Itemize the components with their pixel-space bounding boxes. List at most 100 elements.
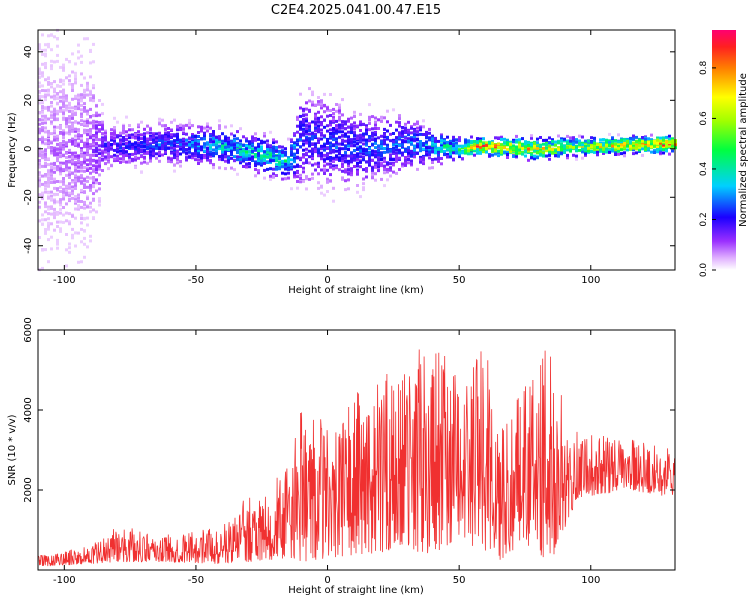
heatmap-cell bbox=[161, 124, 164, 128]
heatmap-cell bbox=[416, 151, 419, 155]
heatmap-cell bbox=[77, 95, 80, 99]
heatmap-cell bbox=[173, 118, 176, 122]
heatmap-cell bbox=[347, 125, 350, 129]
heatmap-cell bbox=[353, 124, 356, 128]
heatmap-cell bbox=[329, 156, 332, 159]
heatmap-cell bbox=[335, 166, 338, 170]
heatmap-cell bbox=[467, 142, 470, 146]
heatmap-cell bbox=[38, 219, 41, 223]
heatmap-cell bbox=[83, 169, 86, 173]
heatmap-cell bbox=[371, 143, 374, 147]
heatmap-cell bbox=[338, 125, 341, 129]
heatmap-cell bbox=[308, 177, 311, 181]
heatmap-cell bbox=[68, 159, 71, 163]
heatmap-cell bbox=[386, 161, 389, 165]
heatmap-cell bbox=[65, 76, 68, 80]
heatmap-cell bbox=[80, 260, 83, 264]
heatmap-cell bbox=[122, 127, 125, 131]
heatmap-cell bbox=[413, 148, 416, 152]
heatmap-cell bbox=[74, 174, 77, 178]
heatmap-cell bbox=[77, 176, 80, 180]
heatmap-cell bbox=[59, 203, 62, 207]
heatmap-cell bbox=[557, 151, 560, 155]
heatmap-cell bbox=[59, 106, 62, 110]
heatmap-cell bbox=[206, 150, 209, 154]
heatmap-cell bbox=[320, 191, 323, 195]
heatmap-cell bbox=[185, 132, 188, 136]
heatmap-cell bbox=[146, 131, 149, 135]
heatmap-cell bbox=[239, 157, 242, 161]
heatmap-cell bbox=[347, 161, 350, 165]
heatmap-cell bbox=[344, 145, 347, 149]
heatmap-cell bbox=[311, 131, 314, 135]
heatmap-cell bbox=[176, 144, 179, 148]
heatmap-cell bbox=[47, 224, 50, 228]
heatmap-cell bbox=[71, 185, 74, 189]
heatmap-cell bbox=[530, 136, 533, 140]
heatmap-cell bbox=[77, 43, 80, 47]
snr-frame bbox=[37, 329, 676, 571]
heatmap-cell bbox=[152, 145, 155, 149]
heatmap-cell bbox=[152, 152, 155, 155]
heatmap-cell bbox=[77, 159, 80, 163]
heatmap-cell bbox=[98, 157, 101, 161]
heatmap-cell bbox=[155, 141, 158, 145]
heatmap-cell bbox=[398, 168, 401, 171]
heatmap-cell bbox=[38, 150, 41, 154]
heatmap-cell bbox=[311, 103, 314, 107]
heatmap-cell bbox=[254, 138, 257, 142]
heatmap-cell bbox=[125, 160, 128, 164]
heatmap-cell bbox=[323, 103, 326, 107]
heatmap-cell bbox=[218, 166, 221, 170]
heatmap-cell bbox=[602, 138, 605, 142]
heatmap-cell bbox=[479, 137, 482, 141]
heatmap-cell bbox=[302, 155, 305, 159]
heatmap-cell bbox=[671, 146, 674, 150]
heatmap-cell bbox=[176, 153, 179, 157]
heatmap-cell bbox=[302, 139, 305, 143]
heatmap-cell bbox=[128, 128, 131, 132]
heatmap-cell bbox=[536, 141, 539, 145]
heatmap-cell bbox=[197, 144, 200, 148]
heatmap-cell bbox=[206, 146, 209, 150]
heatmap-cell bbox=[71, 162, 74, 166]
heatmap-cell bbox=[98, 138, 101, 142]
heatmap-cell bbox=[53, 146, 56, 150]
heatmap-cell bbox=[53, 109, 56, 113]
heatmap-cell bbox=[137, 136, 140, 140]
heatmap-cell bbox=[335, 157, 338, 161]
heatmap-cell bbox=[197, 131, 200, 134]
heatmap-cell bbox=[254, 168, 257, 171]
heatmap-cell bbox=[65, 202, 68, 206]
heatmap-cell bbox=[230, 153, 233, 157]
heatmap-cell bbox=[230, 141, 233, 144]
heatmap-cell bbox=[230, 143, 233, 147]
heatmap-cell bbox=[116, 154, 119, 158]
heatmap-cell bbox=[584, 152, 587, 156]
heatmap-cell bbox=[83, 236, 86, 240]
heatmap-cell bbox=[353, 131, 356, 135]
heatmap-cell bbox=[515, 138, 518, 142]
heatmap-cell bbox=[365, 128, 368, 132]
heatmap-cell bbox=[104, 162, 107, 166]
heatmap-cell bbox=[47, 117, 50, 121]
heatmap-cell bbox=[503, 151, 506, 154]
heatmap-cell bbox=[41, 156, 44, 160]
heatmap-cell bbox=[86, 81, 89, 85]
heatmap-cell bbox=[359, 165, 362, 169]
heatmap-cell bbox=[278, 167, 281, 171]
heatmap-cell bbox=[89, 92, 92, 96]
heatmap-cell bbox=[119, 146, 122, 150]
heatmap-cell bbox=[206, 154, 209, 158]
heatmap-cell bbox=[368, 136, 371, 140]
heatmap-cell bbox=[185, 142, 188, 146]
heatmap-cell bbox=[470, 148, 473, 152]
heatmap-cell bbox=[569, 136, 572, 140]
heatmap-cell bbox=[62, 220, 65, 224]
heatmap-cell bbox=[248, 162, 251, 165]
heatmap-cell bbox=[191, 124, 194, 128]
heatmap-cell bbox=[509, 142, 512, 146]
heatmap-cell bbox=[209, 143, 212, 147]
heatmap-cell bbox=[593, 141, 596, 145]
heatmap-cell bbox=[602, 151, 605, 155]
